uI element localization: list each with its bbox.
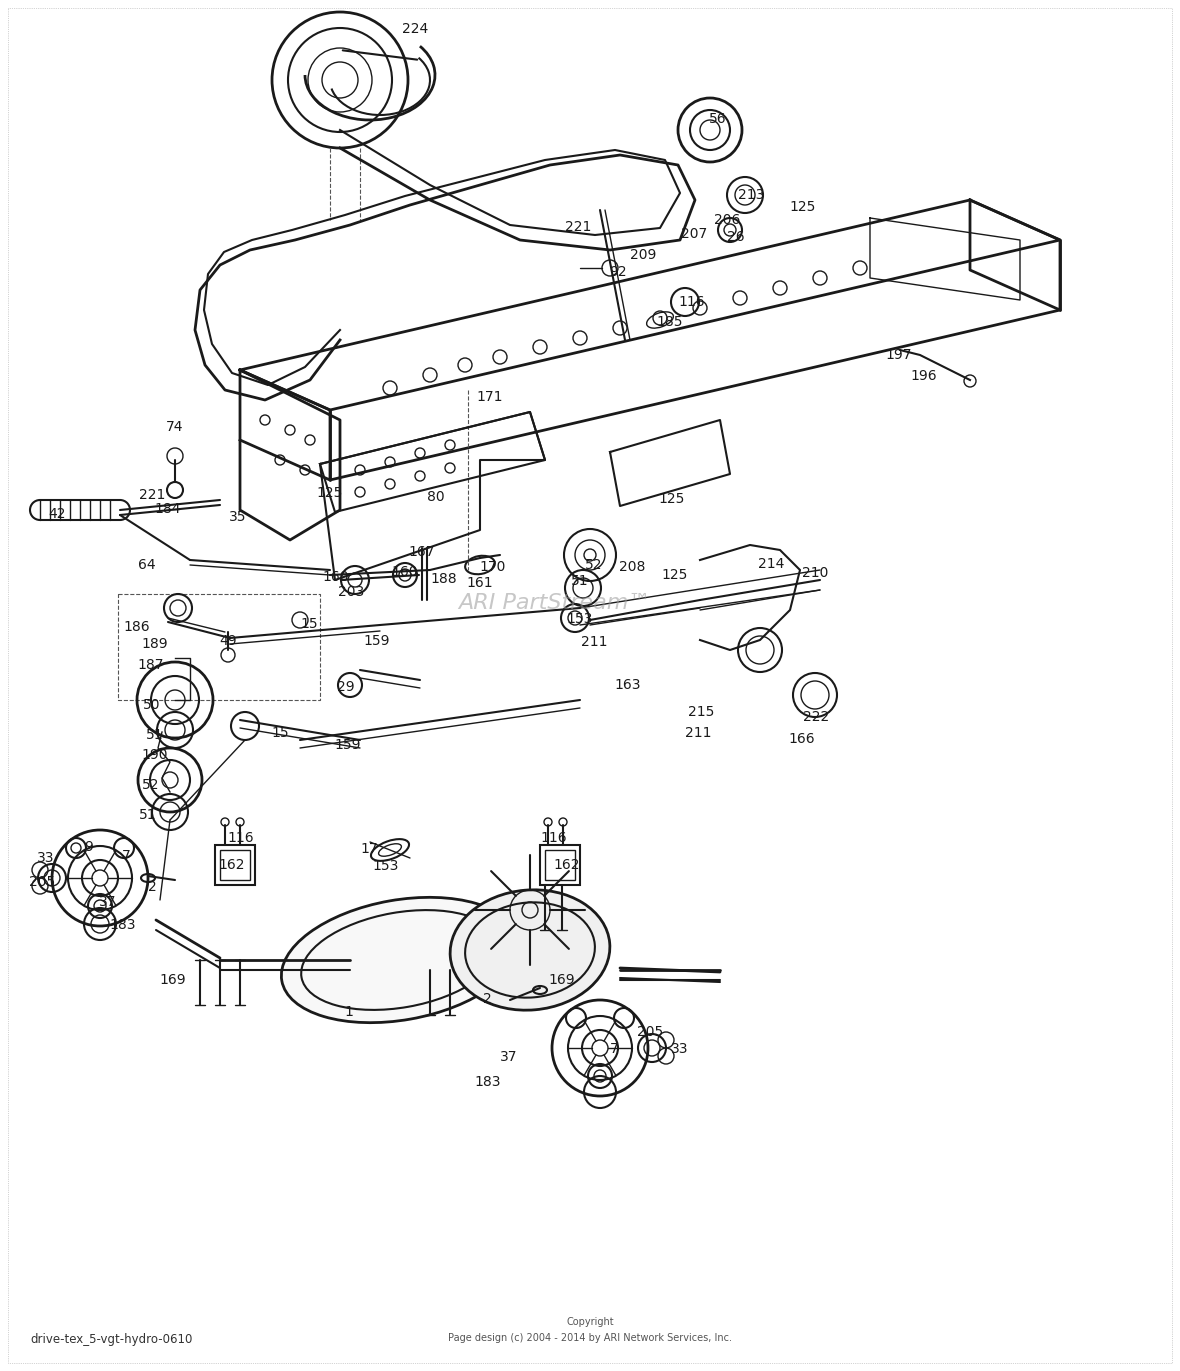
Text: 52: 52 [585, 558, 603, 572]
Text: 207: 207 [681, 228, 707, 241]
Text: 160: 160 [392, 565, 418, 579]
Text: 29: 29 [337, 680, 355, 694]
Text: 125: 125 [789, 200, 817, 214]
Ellipse shape [450, 890, 610, 1010]
Text: 92: 92 [609, 265, 627, 280]
Text: 1: 1 [345, 1005, 354, 1019]
Text: 74: 74 [166, 420, 184, 435]
Text: 205: 205 [637, 1026, 663, 1039]
Bar [540, 845, 581, 886]
Text: 160: 160 [323, 570, 349, 584]
Text: 166: 166 [788, 732, 815, 746]
Text: 159: 159 [363, 633, 391, 648]
Text: 169: 169 [159, 973, 186, 987]
Text: 186: 186 [124, 620, 150, 633]
Bar [219, 850, 250, 880]
Text: 7: 7 [122, 849, 130, 862]
Text: 183: 183 [110, 919, 136, 932]
Text: 37: 37 [500, 1050, 518, 1064]
Text: 196: 196 [911, 369, 937, 383]
Text: 170: 170 [480, 559, 506, 574]
Text: 185: 185 [657, 315, 683, 329]
Text: 221: 221 [565, 219, 591, 234]
Text: 163: 163 [615, 679, 641, 692]
Text: 116: 116 [678, 295, 706, 308]
Text: 211: 211 [581, 635, 608, 648]
Text: 169: 169 [549, 973, 576, 987]
Text: 51: 51 [139, 808, 157, 823]
Text: 153: 153 [566, 611, 594, 627]
Text: 52: 52 [143, 777, 159, 792]
Text: 37: 37 [99, 895, 117, 909]
Text: 162: 162 [218, 858, 245, 872]
Text: 171: 171 [477, 389, 503, 404]
Text: 153: 153 [373, 860, 399, 873]
Text: 222: 222 [802, 710, 830, 724]
Text: drive-tex_5-vgt-hydro-0610: drive-tex_5-vgt-hydro-0610 [30, 1334, 192, 1346]
Text: 15: 15 [300, 617, 317, 631]
Text: 211: 211 [684, 727, 712, 740]
Text: 33: 33 [38, 851, 54, 865]
Text: 2: 2 [483, 993, 491, 1006]
Text: 125: 125 [316, 485, 343, 500]
Text: 17: 17 [360, 842, 378, 856]
Text: 162: 162 [553, 858, 581, 872]
Text: 167: 167 [408, 546, 435, 559]
Text: Copyright: Copyright [566, 1318, 614, 1327]
Text: 214: 214 [758, 557, 785, 570]
Text: 56: 56 [709, 112, 727, 126]
Text: 205: 205 [28, 875, 55, 888]
Text: 183: 183 [474, 1075, 502, 1089]
Text: 224: 224 [402, 22, 428, 36]
Text: 184: 184 [155, 502, 182, 515]
Text: 64: 64 [138, 558, 156, 572]
Text: 35: 35 [229, 510, 247, 524]
Text: 189: 189 [142, 638, 169, 651]
Text: 209: 209 [630, 248, 656, 262]
Text: 187: 187 [138, 658, 164, 672]
Text: 203: 203 [337, 585, 365, 599]
Text: 116: 116 [228, 831, 255, 845]
Text: 190: 190 [142, 749, 169, 762]
Text: 125: 125 [662, 568, 688, 583]
Text: 26: 26 [727, 230, 745, 244]
Text: 51: 51 [571, 574, 589, 588]
Bar [545, 850, 575, 880]
Text: 49: 49 [219, 633, 237, 648]
Text: 213: 213 [738, 188, 765, 202]
Text: 161: 161 [466, 576, 493, 590]
Text: 206: 206 [714, 213, 740, 228]
Text: 188: 188 [431, 572, 458, 585]
Text: ARI PartStream™: ARI PartStream™ [458, 594, 651, 613]
Text: 116: 116 [540, 831, 568, 845]
Bar [215, 845, 255, 886]
Text: 15: 15 [271, 727, 289, 740]
Text: 80: 80 [427, 489, 445, 505]
Text: 33: 33 [671, 1042, 689, 1056]
Text: 51: 51 [146, 728, 164, 742]
Text: 215: 215 [688, 705, 714, 718]
Text: Page design (c) 2004 - 2014 by ARI Network Services, Inc.: Page design (c) 2004 - 2014 by ARI Netwo… [448, 1333, 732, 1344]
Text: 42: 42 [48, 507, 66, 521]
Text: 208: 208 [618, 559, 645, 574]
Text: 221: 221 [139, 488, 165, 502]
Text: 9: 9 [85, 840, 93, 854]
Text: 210: 210 [802, 566, 828, 580]
Text: 2: 2 [148, 880, 157, 894]
Text: 159: 159 [335, 738, 361, 753]
Text: 7: 7 [610, 1042, 618, 1056]
Text: 50: 50 [143, 698, 160, 712]
Text: 197: 197 [886, 348, 912, 362]
Text: 125: 125 [658, 492, 686, 506]
Ellipse shape [281, 898, 519, 1023]
